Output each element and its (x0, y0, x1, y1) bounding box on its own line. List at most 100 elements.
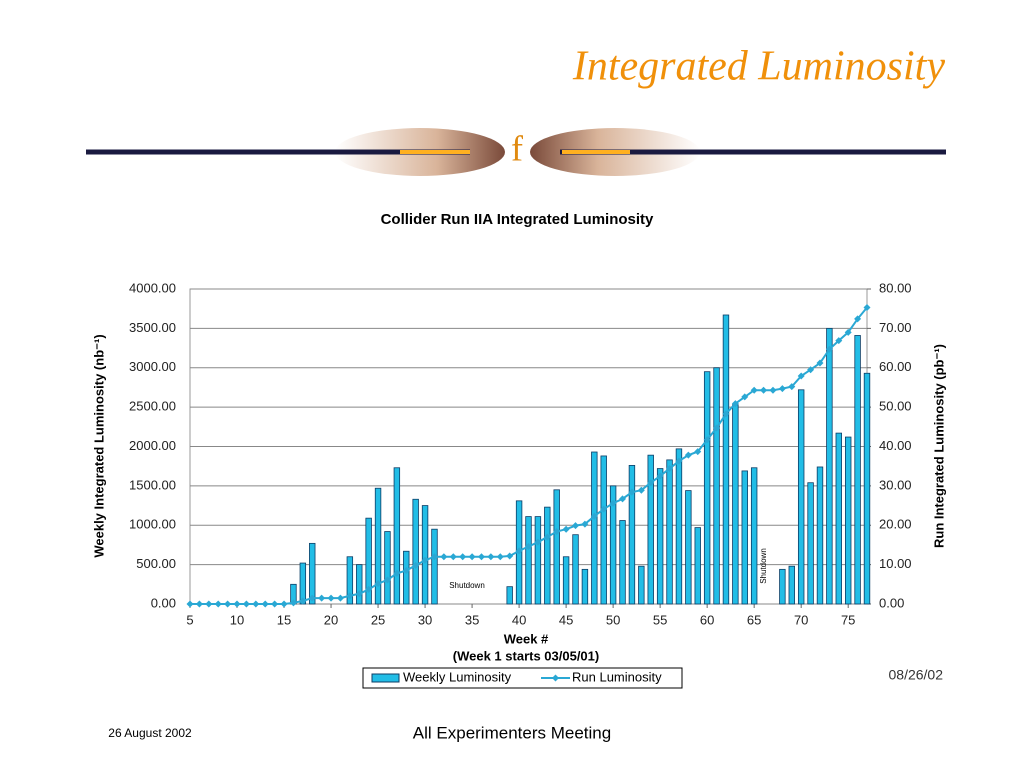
bar (713, 367, 720, 605)
marker (807, 366, 815, 374)
y-tick-label: 2000.00 (129, 438, 176, 453)
marker (769, 386, 777, 394)
marker (854, 315, 862, 323)
marker (684, 451, 692, 459)
bar (619, 520, 626, 605)
bar (591, 451, 598, 605)
bar (544, 506, 551, 605)
marker (186, 600, 194, 608)
marker (525, 543, 532, 551)
y-tick-label: 500.00 (136, 556, 176, 571)
y-tick-label: 0.00 (151, 595, 176, 610)
y-tick-label: 4000.00 (129, 280, 176, 295)
marker (534, 538, 542, 546)
marker (477, 553, 485, 561)
bar (628, 464, 636, 605)
legend-swatch (552, 674, 559, 682)
x-tick-label: 30 (418, 612, 432, 627)
y2-tick-label: 10.00 (879, 556, 912, 571)
marker (590, 512, 598, 520)
legend-label: Weekly Luminosity (403, 669, 512, 684)
bar (835, 432, 842, 605)
marker (713, 424, 721, 432)
bar (844, 436, 852, 605)
marker (308, 594, 316, 602)
bar (609, 485, 617, 605)
bar (393, 467, 401, 605)
x-tick-label: 35 (465, 612, 479, 627)
bar (854, 335, 861, 605)
marker (421, 556, 429, 564)
marker (205, 600, 213, 608)
bar (412, 498, 419, 605)
bar (581, 568, 589, 605)
marker (374, 580, 382, 588)
marker (722, 410, 730, 418)
bar (525, 516, 532, 605)
marker (261, 600, 269, 608)
x-axis-label: (Week 1 starts 03/05/01) (453, 648, 599, 663)
x-tick-label: 40 (512, 612, 526, 627)
marker (666, 465, 674, 473)
marker (271, 600, 279, 608)
chart-title: Collider Run IIA Integrated Luminosity (381, 211, 654, 228)
bar (309, 542, 316, 605)
marker (195, 600, 203, 608)
marker (750, 386, 758, 394)
marker (844, 328, 852, 336)
marker (816, 359, 824, 367)
logo: f (511, 128, 523, 168)
marker (609, 499, 617, 507)
bar (807, 482, 814, 605)
y-axis-label: Weekly Integrated Luminosity (nb⁻¹) (91, 334, 106, 557)
footer-date: 26 August 2002 (108, 726, 192, 740)
y2-tick-label: 0.00 (879, 595, 904, 610)
marker (393, 569, 401, 577)
marker (562, 525, 570, 533)
x-tick-label: 5 (186, 612, 193, 627)
marker (449, 553, 457, 561)
marker (233, 600, 241, 608)
bar (506, 586, 513, 605)
y-tick-label: 3000.00 (129, 359, 176, 374)
y2-tick-label: 20.00 (879, 517, 912, 532)
marker (581, 520, 589, 528)
marker (280, 600, 288, 608)
bar (534, 516, 542, 605)
marker (346, 592, 354, 600)
y2-tick-label: 70.00 (879, 320, 912, 335)
marker (365, 585, 373, 593)
marker (731, 400, 739, 408)
bar (562, 556, 570, 605)
y-tick-label: 2500.00 (129, 399, 176, 414)
bar (553, 489, 560, 605)
marker (487, 553, 495, 561)
bar (741, 470, 748, 605)
marker (741, 393, 749, 401)
marker (619, 495, 627, 503)
bar (638, 565, 645, 605)
marker (383, 576, 391, 584)
bar (600, 455, 607, 605)
bar (666, 459, 673, 605)
marker (694, 448, 702, 456)
x-tick-label: 45 (559, 612, 573, 627)
y-tick-label: 3500.00 (129, 320, 176, 335)
bar (750, 467, 758, 605)
x-axis-label: Week # (504, 631, 549, 646)
marker (628, 488, 636, 496)
x-tick-label: 50 (606, 612, 620, 627)
marker (656, 472, 664, 480)
bar (572, 534, 579, 605)
marker (600, 505, 608, 513)
marker (402, 567, 410, 575)
bar (356, 564, 363, 605)
marker (468, 553, 476, 561)
x-tick-label: 20 (324, 612, 338, 627)
marker (430, 553, 438, 561)
x-tick-label: 10 (230, 612, 244, 627)
marker (252, 600, 260, 608)
marker (336, 594, 344, 602)
marker (543, 533, 551, 541)
